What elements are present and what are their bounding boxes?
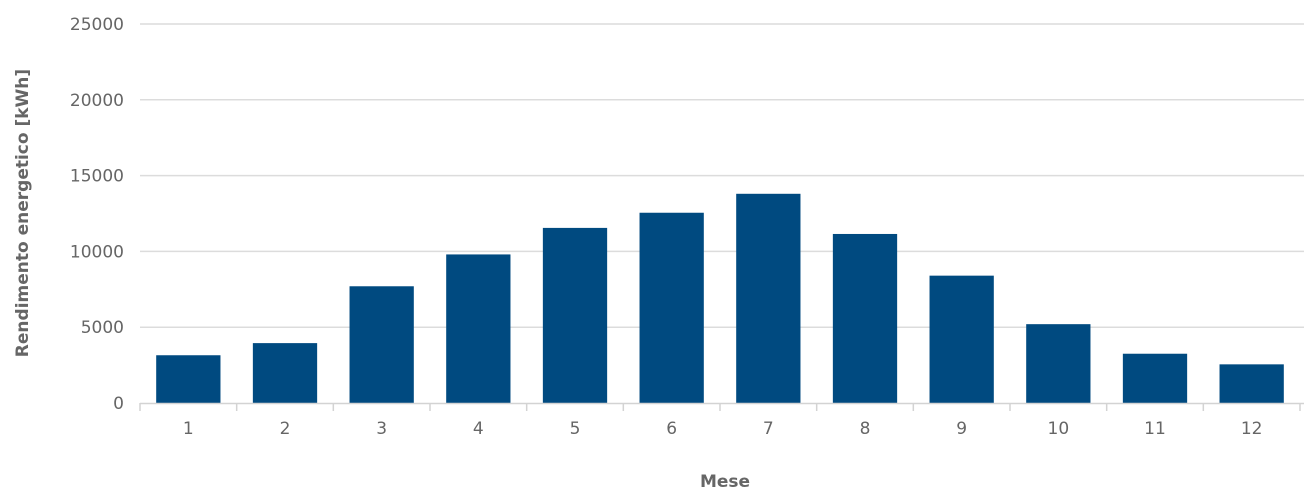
y-tick-label: 5000 bbox=[81, 318, 124, 338]
x-axis-title: Mese bbox=[700, 472, 750, 490]
x-tick-label: 2 bbox=[280, 419, 291, 439]
bar-month-4[interactable] bbox=[446, 254, 510, 403]
x-tick-label: 7 bbox=[763, 419, 774, 439]
bar-month-7[interactable] bbox=[736, 194, 800, 403]
y-axis-title: Rendimento energetico [kWh] bbox=[13, 69, 33, 357]
y-tick-label: 0 bbox=[113, 394, 124, 414]
y-tick-label: 10000 bbox=[70, 242, 124, 262]
x-tick-label: 5 bbox=[570, 419, 581, 439]
x-tick-label: 10 bbox=[1048, 419, 1070, 439]
bar-month-11[interactable] bbox=[1123, 354, 1187, 403]
bar-month-2[interactable] bbox=[253, 343, 317, 403]
y-axis-ticks: 0 5000 10000 15000 20000 25000 bbox=[70, 15, 124, 414]
x-axis bbox=[140, 403, 1304, 411]
x-tick-label: 9 bbox=[956, 419, 967, 439]
bar-month-9[interactable] bbox=[930, 276, 994, 403]
x-tick-label: 12 bbox=[1241, 419, 1263, 439]
bar-month-3[interactable] bbox=[350, 286, 414, 403]
bars bbox=[156, 194, 1284, 403]
bar-month-5[interactable] bbox=[543, 228, 607, 403]
x-tick-label: 4 bbox=[473, 419, 484, 439]
x-tick-label: 11 bbox=[1144, 419, 1166, 439]
x-tick-label: 6 bbox=[666, 419, 677, 439]
y-tick-label: 25000 bbox=[70, 15, 124, 35]
bar-month-12[interactable] bbox=[1220, 364, 1284, 403]
bar-month-10[interactable] bbox=[1026, 324, 1090, 403]
x-tick-label: 1 bbox=[183, 419, 194, 439]
x-axis-ticks: 1 2 3 4 5 6 7 8 9 10 11 12 bbox=[183, 419, 1263, 439]
bar-month-1[interactable] bbox=[156, 355, 220, 403]
x-tick-label: 8 bbox=[860, 419, 871, 439]
x-tick-label: 3 bbox=[376, 419, 387, 439]
y-tick-label: 20000 bbox=[70, 91, 124, 111]
bar-month-8[interactable] bbox=[833, 234, 897, 403]
gridlines bbox=[140, 24, 1304, 327]
y-tick-label: 15000 bbox=[70, 167, 124, 187]
bar-month-6[interactable] bbox=[640, 213, 704, 403]
